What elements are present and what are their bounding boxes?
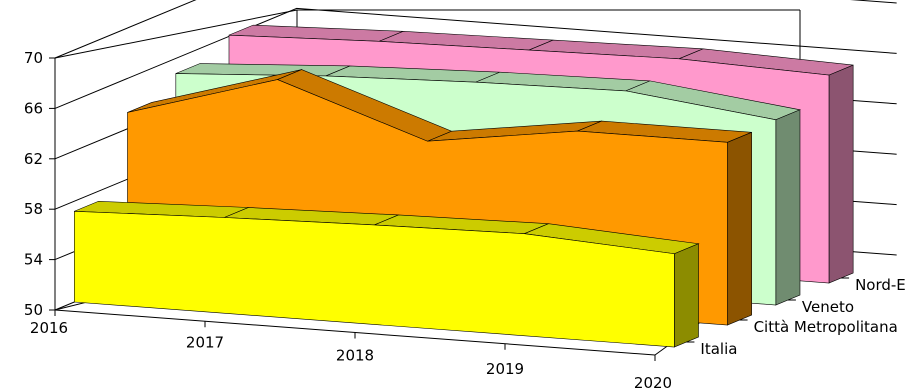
gridline [54,0,897,59]
series-axis-label: Italia [700,340,737,358]
series-side-face [828,64,854,284]
y-tick-label: 70 [24,49,43,67]
series-front-face [74,210,675,348]
series-side-face [727,131,752,326]
x-tick-label: 2019 [486,360,524,378]
x-tick-label: 2016 [30,319,68,337]
y-tick-label: 66 [24,99,43,117]
series-layer [74,24,854,348]
series-axis-label: Città Metropolitana [754,318,898,336]
x-tick-label: 2018 [336,347,374,365]
x-axis-ticks: 2016 2017 2018 2019 2020 [30,310,672,388]
gridline [54,7,897,109]
y-tick-label: 62 [24,150,43,168]
series-side-face [775,109,801,306]
y-tick-label: 58 [24,200,43,218]
y-axis-ticks: 50 54 58 62 66 70 [24,49,55,319]
x-tick-label: 2020 [634,374,672,388]
series-axis-label: Veneto [802,298,854,316]
y-tick-label: 50 [24,301,43,319]
series-side-face [674,243,699,348]
x-tick-label: 2017 [186,333,224,351]
series-axis-label: Nord-Est [855,276,906,294]
series-italia [74,200,700,348]
y-tick-label: 54 [24,251,43,269]
